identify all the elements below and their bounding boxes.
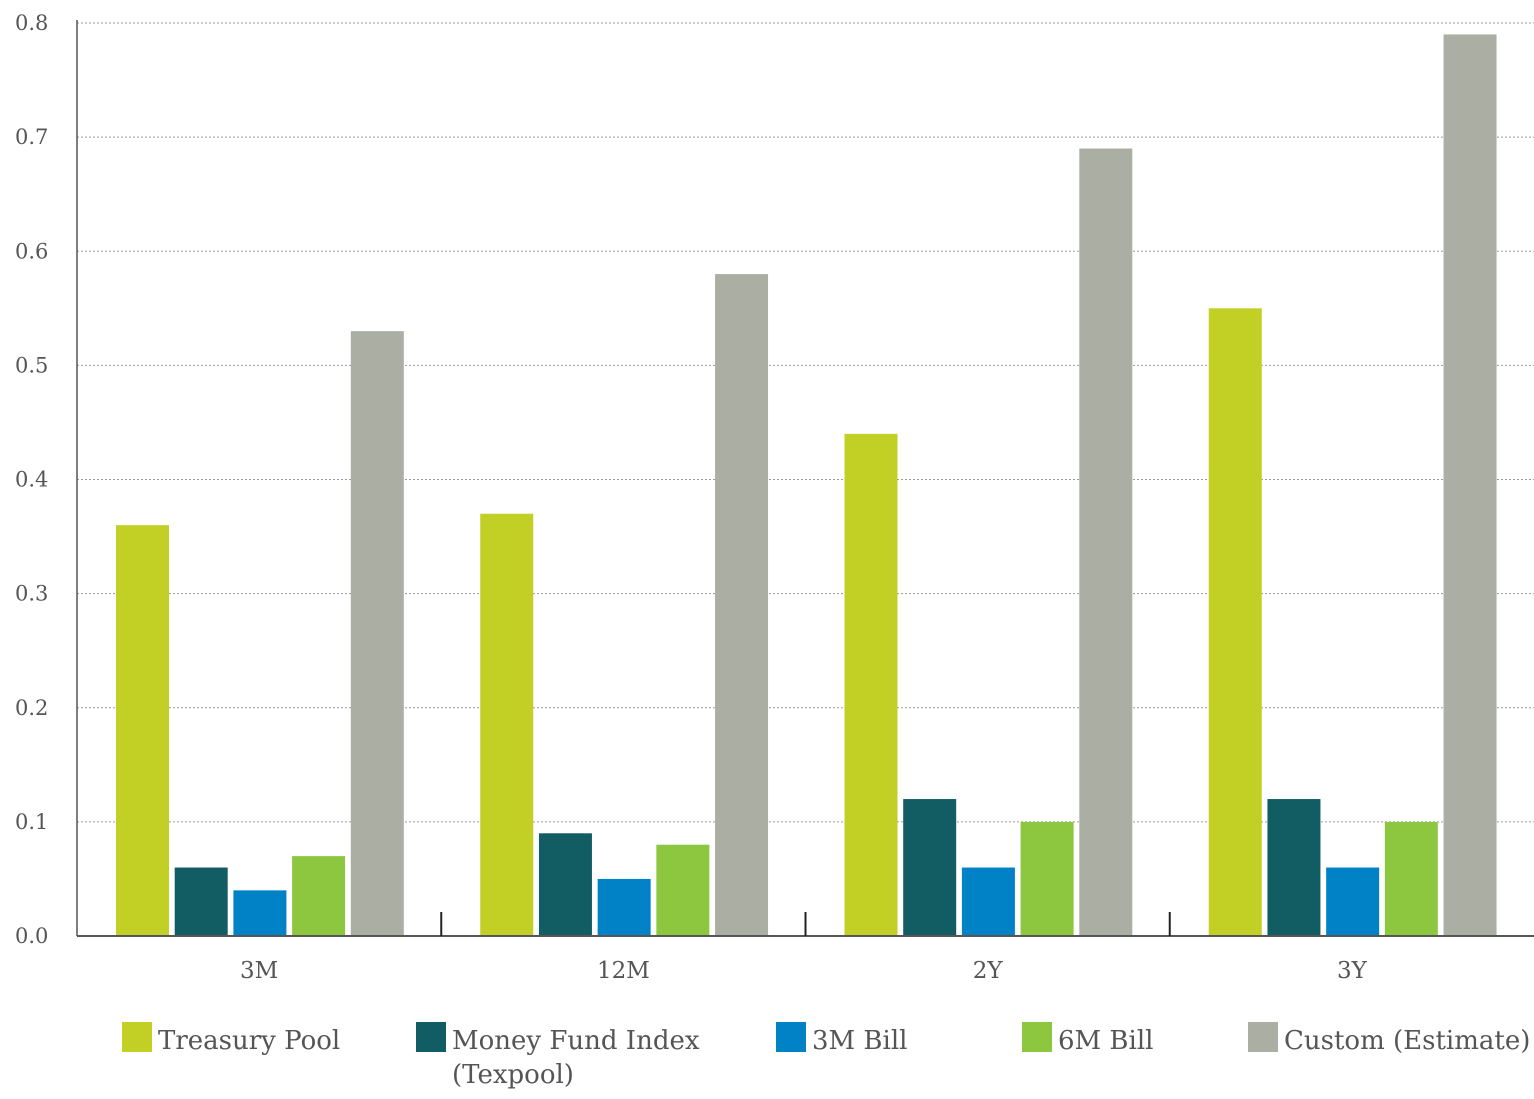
x-axis-labels: 3M 12M 2Y 3Y: [240, 958, 1368, 984]
legend-label: Treasury Pool: [158, 1026, 341, 1056]
legend-item: 3M Bill: [776, 1022, 907, 1058]
bar: [292, 856, 346, 936]
legend-label: 6M Bill: [1058, 1026, 1154, 1056]
bar: [1020, 821, 1074, 936]
bar: [903, 799, 957, 936]
x-tick-label: 3Y: [1337, 958, 1368, 984]
bar-chart: 0.0 0.1 0.2 0.3 0.4 0.5 0.6 0.7 0.8 3M 12M 2Y 3Y: [15, 11, 1534, 984]
legend-item: Custom (Estimate): [1248, 1022, 1530, 1058]
bar: [1267, 799, 1321, 936]
legend: Treasury Pool Money Fund Index (Texpool) 3M…: [0, 1022, 1534, 1099]
bar: [1326, 867, 1380, 936]
legend-item: Treasury Pool: [122, 1022, 340, 1058]
bar: [1443, 34, 1497, 937]
y-tick-label: 0.3: [15, 582, 48, 606]
legend-label: 3M Bill: [812, 1026, 908, 1056]
y-tick-label: 0.1: [15, 810, 48, 834]
bar: [715, 274, 769, 936]
y-tick-label: 0.7: [15, 125, 48, 149]
y-tick-label: 0.6: [15, 239, 48, 263]
gridlines: [77, 22, 1534, 823]
bars: [116, 34, 1497, 937]
axes: [76, 20, 1534, 937]
legend-swatch: [776, 1022, 806, 1052]
bar: [538, 833, 592, 936]
bar: [1208, 308, 1262, 936]
bar: [116, 525, 169, 936]
bar: [656, 844, 710, 936]
y-tick-label: 0.0: [15, 924, 48, 948]
legend-swatch: [416, 1022, 446, 1052]
y-tick-label: 0.2: [15, 696, 48, 720]
legend-label: Custom (Estimate): [1284, 1026, 1531, 1056]
bar: [233, 890, 287, 936]
bar: [597, 878, 651, 936]
legend-item: 6M Bill: [1022, 1022, 1153, 1058]
y-tick-label: 0.8: [15, 11, 48, 35]
y-tick-label: 0.5: [15, 353, 48, 377]
legend-swatch: [122, 1022, 152, 1052]
bar: [1384, 821, 1438, 936]
legend-swatch: [1248, 1022, 1278, 1052]
bar: [350, 331, 404, 936]
y-axis-ticks: 0.0 0.1 0.2 0.3 0.4 0.5 0.6 0.7 0.8: [15, 11, 48, 948]
bar: [1079, 148, 1133, 937]
x-tick-label: 2Y: [973, 958, 1004, 984]
x-tick-label: 12M: [597, 958, 650, 984]
legend-item: Money Fund Index (Texpool): [416, 1022, 700, 1092]
y-tick-label: 0.4: [15, 468, 48, 492]
bar: [480, 513, 534, 936]
legend-swatch: [1022, 1022, 1052, 1052]
x-tick-label: 3M: [240, 958, 278, 984]
legend-label: Money Fund Index (Texpool): [452, 1026, 700, 1090]
bar: [961, 867, 1015, 936]
bar: [844, 433, 898, 936]
bar: [174, 867, 228, 936]
